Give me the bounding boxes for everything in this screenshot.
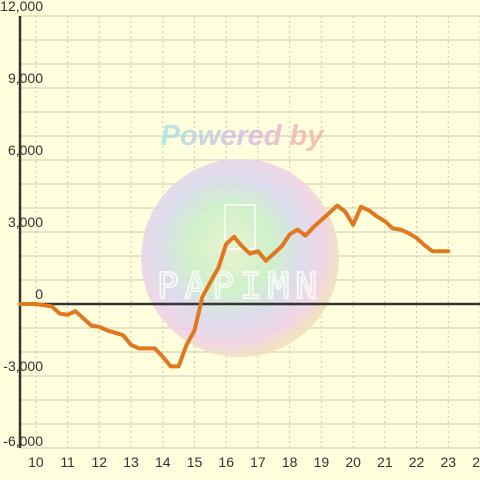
series-line <box>18 203 451 369</box>
watermark-logo-mark <box>224 204 256 250</box>
x-tick-label: 14 <box>155 454 171 470</box>
x-tick-label: 10 <box>28 454 44 470</box>
x-tick-label: 15 <box>187 454 203 470</box>
y-tick-label: -6,000 <box>3 433 43 449</box>
x-tick-label: 18 <box>282 454 298 470</box>
x-tick-label: 12 <box>92 454 108 470</box>
y-tick-label: 9,000 <box>8 70 43 86</box>
x-tick-label: 21 <box>377 454 393 470</box>
y-tick-label: 3,000 <box>8 214 43 230</box>
x-tick-label: 19 <box>314 454 330 470</box>
watermark-orb <box>141 159 339 357</box>
x-tick-label: 23 <box>440 454 456 470</box>
y-tick-label: 6,000 <box>8 142 43 158</box>
watermark: Powered by PAPIMN <box>141 120 339 357</box>
x-tick-label: 17 <box>250 454 266 470</box>
x-tick-label: 20 <box>345 454 361 470</box>
watermark-logo-text: PAPIMN <box>157 266 323 307</box>
x-tick-label: 11 <box>60 454 75 470</box>
series-layer <box>18 203 451 369</box>
watermark-title: Powered by <box>161 120 326 152</box>
x-tick-label: 24 <box>472 454 480 470</box>
tick-labels: 12,000 9,000 6,000 3,000 0 -3,000 -6,000 10 11 12… <box>0 0 480 470</box>
x-tick-label: 13 <box>123 454 139 470</box>
y-tick-label: 0 <box>35 286 43 302</box>
axes <box>18 16 480 448</box>
x-tick-label: 16 <box>218 454 234 470</box>
y-tick-label: 12,000 <box>0 0 43 14</box>
y-tick-label: -3,000 <box>3 358 43 374</box>
x-tick-label: 22 <box>409 454 425 470</box>
